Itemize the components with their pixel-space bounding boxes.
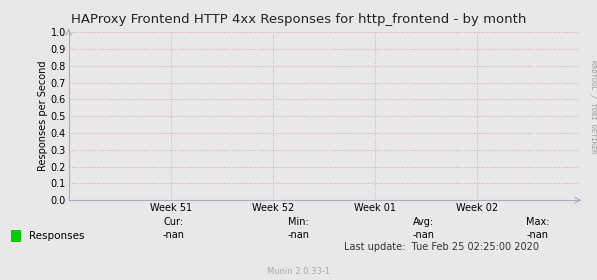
- Text: -nan: -nan: [413, 230, 435, 240]
- Text: Munin 2.0.33-1: Munin 2.0.33-1: [267, 267, 330, 276]
- Text: -nan: -nan: [527, 230, 548, 240]
- Text: Cur:: Cur:: [163, 217, 183, 227]
- Text: -nan: -nan: [288, 230, 309, 240]
- Text: RRDTOOL / TOBI OETIKER: RRDTOOL / TOBI OETIKER: [590, 60, 596, 153]
- Y-axis label: Responses per Second: Responses per Second: [38, 61, 48, 171]
- Text: Avg:: Avg:: [413, 217, 435, 227]
- Text: -nan: -nan: [162, 230, 184, 240]
- Text: Last update:  Tue Feb 25 02:25:00 2020: Last update: Tue Feb 25 02:25:00 2020: [344, 242, 539, 252]
- Text: Min:: Min:: [288, 217, 309, 227]
- Text: Max:: Max:: [525, 217, 549, 227]
- Text: Responses: Responses: [29, 231, 84, 241]
- Text: HAProxy Frontend HTTP 4xx Responses for http_frontend - by month: HAProxy Frontend HTTP 4xx Responses for …: [71, 13, 526, 25]
